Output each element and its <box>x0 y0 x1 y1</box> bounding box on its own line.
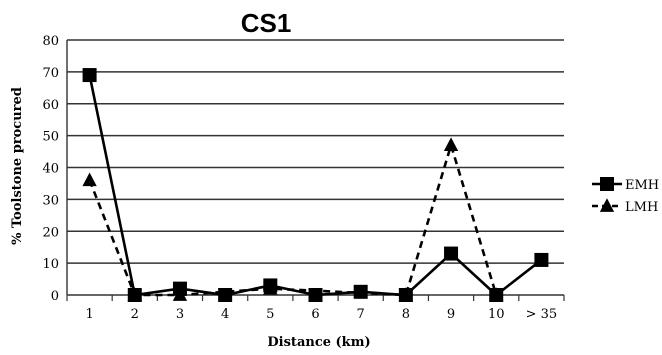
y-tick-label: 20 <box>42 225 59 240</box>
x-tick-label: > 35 <box>526 307 558 322</box>
data-point-emh <box>489 288 503 302</box>
data-point-emh <box>399 288 413 302</box>
legend-item-lmh: LMH <box>592 198 658 215</box>
data-point-emh <box>534 253 548 267</box>
x-tick-label: 5 <box>266 307 274 322</box>
legend-label-emh: EMH <box>625 178 659 193</box>
grid <box>67 40 564 295</box>
x-tick-label: 8 <box>402 307 410 322</box>
series-line-emh <box>90 75 542 295</box>
y-tick-label: 30 <box>42 193 59 208</box>
chart-title: CS1 <box>241 8 292 38</box>
data-point-emh <box>128 288 142 302</box>
data-point-emh <box>263 278 277 292</box>
x-tick-label: 7 <box>357 307 365 322</box>
y-tick-label: 80 <box>42 34 59 49</box>
x-tick-label: 4 <box>221 307 229 322</box>
x-tick-label: 6 <box>311 307 319 322</box>
data-point-lmh <box>82 172 96 186</box>
y-axis-label: % Toolstone procured <box>10 87 25 245</box>
legend-item-emh: EMH <box>592 177 659 193</box>
legend: EMH LMH <box>592 177 659 215</box>
y-tick-label: 0 <box>51 289 59 304</box>
data-point-emh <box>444 247 458 261</box>
y-tick-label: 60 <box>42 98 59 113</box>
x-tick-label: 2 <box>131 307 139 322</box>
data-point-emh <box>173 282 187 296</box>
data-point-emh <box>83 68 97 82</box>
legend-marker-emh <box>600 177 614 191</box>
legend-label-lmh: LMH <box>625 200 658 215</box>
y-tick-label: 50 <box>42 130 59 145</box>
x-tick-label: 1 <box>85 307 93 322</box>
y-tick-label: 70 <box>42 66 59 81</box>
data-point-emh <box>218 288 232 302</box>
y-axis-ticks: 0 10 20 30 40 50 60 70 80 <box>42 34 59 304</box>
x-axis-label: Distance (km) <box>267 335 370 350</box>
series-lmh <box>82 137 503 300</box>
data-point-emh <box>309 288 323 302</box>
data-point-emh <box>354 285 368 299</box>
x-tick-label: 9 <box>447 307 455 322</box>
data-point-lmh <box>444 137 458 151</box>
x-tick-label: 3 <box>176 307 184 322</box>
x-tick-label: 10 <box>488 307 505 322</box>
y-tick-label: 40 <box>42 162 59 177</box>
y-tick-label: 10 <box>42 257 59 272</box>
